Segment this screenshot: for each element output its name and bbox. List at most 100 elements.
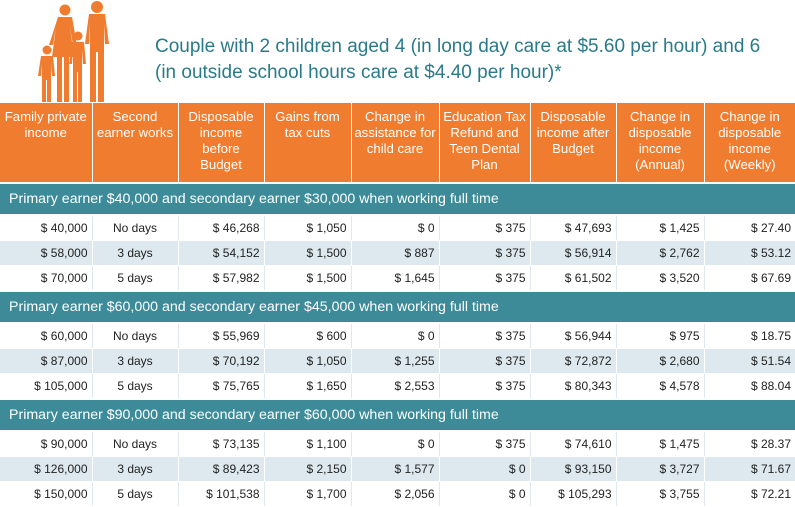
cell-education-tax-refund: $ 375 — [438, 323, 530, 349]
cell-gains-tax-cuts: $ 1,500 — [263, 240, 351, 266]
col-header-gains-tax-cuts: Gains from tax cuts — [263, 103, 351, 183]
cell-disposable-before: $ 101,538 — [177, 481, 264, 507]
cell-gains-tax-cuts: $ 1,500 — [263, 265, 351, 292]
cell-change-annual: $ 1,475 — [615, 431, 704, 457]
table-row: $ 58,000 3 days $ 54,152 $ 1,500 $ 887 $ 375 $… — [0, 240, 795, 266]
budget-table: Family private income Second earner work… — [0, 103, 795, 507]
cell-disposable-before: $ 73,135 — [177, 431, 264, 457]
title-line-1: Couple with 2 children aged 4 (in long d… — [155, 36, 761, 57]
cell-family-private-income: $ 126,000 — [0, 456, 92, 482]
cell-family-private-income: $ 105,000 — [0, 373, 92, 400]
cell-family-private-income: $ 40,000 — [0, 215, 92, 241]
col-header-change-weekly: Change in disposable income (Weekly) — [703, 103, 795, 183]
section-label: Primary earner $40,000 and secondary ear… — [0, 182, 795, 216]
cell-education-tax-refund: $ 375 — [438, 240, 530, 266]
cell-change-weekly: $ 28.37 — [703, 431, 795, 457]
cell-disposable-before: $ 89,423 — [177, 456, 264, 482]
cell-disposable-after: $ 72,872 — [529, 348, 616, 374]
cell-second-earner-works: 3 days — [91, 456, 178, 482]
section-label: Primary earner $60,000 and secondary ear… — [0, 290, 795, 324]
cell-second-earner-works: 5 days — [91, 373, 178, 400]
cell-disposable-after: $ 56,944 — [529, 323, 616, 349]
title-line-2: (in outside school hours care at $4.40 p… — [155, 62, 562, 83]
cell-child-care-assistance: $ 0 — [350, 215, 439, 241]
table-row: $ 60,000 No days $ 55,969 $ 600 $ 0 $ 375 $ 56… — [0, 323, 795, 349]
cell-change-weekly: $ 27.40 — [703, 215, 795, 241]
col-header-child-care-assistance: Change in assistance for child care — [350, 103, 439, 183]
cell-disposable-after: $ 47,693 — [529, 215, 616, 241]
cell-gains-tax-cuts: $ 1,650 — [263, 373, 351, 400]
cell-education-tax-refund: $ 375 — [438, 431, 530, 457]
cell-gains-tax-cuts: $ 600 — [263, 323, 351, 349]
cell-education-tax-refund: $ 375 — [438, 265, 530, 292]
col-header-family-private-income: Family private income — [0, 103, 92, 183]
table-row: $ 87,000 3 days $ 70,192 $ 1,050 $ 1,255 $ 37… — [0, 348, 795, 374]
cell-child-care-assistance: $ 887 — [350, 240, 439, 266]
cell-education-tax-refund: $ 0 — [438, 456, 530, 482]
cell-second-earner-works: 3 days — [91, 348, 178, 374]
cell-change-weekly: $ 71.67 — [703, 456, 795, 482]
cell-disposable-before: $ 54,152 — [177, 240, 264, 266]
section-header-row: Primary earner $40,000 and secondary ear… — [0, 182, 795, 216]
cell-gains-tax-cuts: $ 1,050 — [263, 348, 351, 374]
cell-family-private-income: $ 90,000 — [0, 431, 92, 457]
cell-education-tax-refund: $ 375 — [438, 348, 530, 374]
cell-disposable-before: $ 70,192 — [177, 348, 264, 374]
cell-education-tax-refund: $ 375 — [438, 215, 530, 241]
cell-family-private-income: $ 70,000 — [0, 265, 92, 292]
cell-family-private-income: $ 58,000 — [0, 240, 92, 266]
cell-child-care-assistance: $ 2,553 — [350, 373, 439, 400]
col-header-education-tax-refund: Education Tax Refund and Teen Dental Pla… — [438, 103, 530, 183]
page-title: Couple with 2 children aged 4 (in long d… — [155, 34, 775, 86]
cell-change-annual: $ 3,755 — [615, 481, 704, 507]
section-header-row: Primary earner $60,000 and secondary ear… — [0, 290, 795, 324]
cell-change-annual: $ 1,425 — [615, 215, 704, 241]
cell-disposable-before: $ 46,268 — [177, 215, 264, 241]
table-row: $ 105,000 5 days $ 75,765 $ 1,650 $ 2,553 $ 3… — [0, 373, 795, 400]
table-row: $ 40,000 No days $ 46,268 $ 1,050 $ 0 $ 375 $ … — [0, 215, 795, 241]
cell-disposable-after: $ 105,293 — [529, 481, 616, 507]
cell-education-tax-refund: $ 375 — [438, 373, 530, 400]
table-row: $ 150,000 5 days $ 101,538 $ 1,700 $ 2,056 $ … — [0, 481, 795, 507]
col-header-change-annual: Change in disposable income (Annual) — [615, 103, 704, 183]
header-row: Family private income Second earner work… — [0, 103, 795, 183]
cell-change-annual: $ 3,727 — [615, 456, 704, 482]
cell-child-care-assistance: $ 1,645 — [350, 265, 439, 292]
cell-change-annual: $ 3,520 — [615, 265, 704, 292]
col-header-disposable-after: Disposable income after Budget — [529, 103, 616, 183]
cell-gains-tax-cuts: $ 1,700 — [263, 481, 351, 507]
cell-second-earner-works: No days — [91, 431, 178, 457]
cell-change-annual: $ 4,578 — [615, 373, 704, 400]
cell-second-earner-works: 5 days — [91, 265, 178, 292]
cell-change-weekly: $ 18.75 — [703, 323, 795, 349]
cell-family-private-income: $ 150,000 — [0, 481, 92, 507]
cell-gains-tax-cuts: $ 1,100 — [263, 431, 351, 457]
cell-child-care-assistance: $ 1,255 — [350, 348, 439, 374]
table-row: $ 126,000 3 days $ 89,423 $ 2,150 $ 1,577 $ 0… — [0, 456, 795, 482]
cell-child-care-assistance: $ 0 — [350, 323, 439, 349]
cell-change-weekly: $ 72.21 — [703, 481, 795, 507]
cell-change-weekly: $ 88.04 — [703, 373, 795, 400]
cell-second-earner-works: 3 days — [91, 240, 178, 266]
cell-disposable-after: $ 56,914 — [529, 240, 616, 266]
cell-disposable-after: $ 74,610 — [529, 431, 616, 457]
cell-disposable-after: $ 93,150 — [529, 456, 616, 482]
cell-gains-tax-cuts: $ 2,150 — [263, 456, 351, 482]
col-header-disposable-before: Disposable income before Budget — [177, 103, 264, 183]
cell-child-care-assistance: $ 1,577 — [350, 456, 439, 482]
cell-disposable-before: $ 57,982 — [177, 265, 264, 292]
cell-change-annual: $ 975 — [615, 323, 704, 349]
family-silhouette-icon — [38, 1, 109, 102]
cell-disposable-after: $ 61,502 — [529, 265, 616, 292]
section-label: Primary earner $90,000 and secondary ear… — [0, 398, 795, 432]
cell-change-annual: $ 2,762 — [615, 240, 704, 266]
cell-disposable-before: $ 75,765 — [177, 373, 264, 400]
cell-change-weekly: $ 67.69 — [703, 265, 795, 292]
cell-change-annual: $ 2,680 — [615, 348, 704, 374]
cell-child-care-assistance: $ 2,056 — [350, 481, 439, 507]
cell-second-earner-works: No days — [91, 323, 178, 349]
cell-gains-tax-cuts: $ 1,050 — [263, 215, 351, 241]
cell-change-weekly: $ 53.12 — [703, 240, 795, 266]
table-row: $ 90,000 No days $ 73,135 $ 1,100 $ 0 $ 375 $ … — [0, 431, 795, 457]
cell-family-private-income: $ 87,000 — [0, 348, 92, 374]
